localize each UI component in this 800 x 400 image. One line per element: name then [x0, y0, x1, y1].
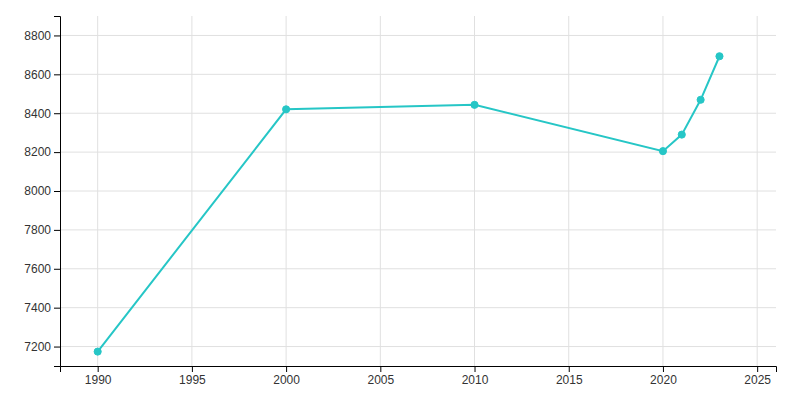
- y-tick: 7600: [24, 262, 60, 276]
- marker: [678, 131, 685, 138]
- plot: 1990 1995 2000 2005 2010 2015 2020 2025 7200 7400…: [24, 16, 776, 387]
- y-tick: 7800: [24, 223, 60, 237]
- x-tick-mark: [569, 366, 570, 372]
- y-tick-mark: [54, 347, 60, 348]
- x-tick-label: 2025: [744, 373, 771, 387]
- y-tick: 8000: [24, 184, 60, 198]
- grid-line-y: [60, 307, 776, 308]
- x-tick: 2000: [273, 366, 300, 387]
- x-tick-label: 2005: [367, 373, 394, 387]
- y-tick-mark: [54, 230, 60, 231]
- y-tick-mark: [54, 152, 60, 153]
- x-tick: 2005: [367, 366, 394, 387]
- marker: [716, 53, 723, 60]
- grid-line-y: [60, 191, 776, 192]
- y-axis: 7200 7400 7600 7800 8000 8200 8400 8600 8800: [24, 17, 60, 367]
- y-tick-label: 8600: [24, 68, 51, 82]
- y-tick-mark: [54, 74, 60, 75]
- grid-line-y: [60, 346, 776, 347]
- grid-line-y: [60, 35, 776, 36]
- grid-line-y: [60, 152, 776, 153]
- line: [98, 56, 720, 351]
- y-tick-label: 8400: [24, 107, 51, 121]
- x-tick-mark: [380, 366, 381, 372]
- grid-line-x: [568, 16, 569, 366]
- grid-line-x: [191, 16, 192, 366]
- y-tick-label: 7200: [24, 340, 51, 354]
- x-tick: 2025: [744, 366, 771, 387]
- marker: [94, 348, 101, 355]
- marker: [283, 106, 290, 113]
- x-tick-label: 1995: [179, 373, 206, 387]
- y-tick-mark: [54, 113, 60, 114]
- x-tick: 2015: [556, 366, 583, 387]
- y-axis-line: [54, 17, 61, 367]
- series: [94, 53, 723, 355]
- grid-line-x: [662, 16, 663, 366]
- y-tick-mark: [54, 35, 60, 36]
- y-tick-label: 7600: [24, 262, 51, 276]
- y-tick: 8800: [24, 29, 60, 43]
- y-tick-label: 8800: [24, 29, 51, 43]
- grid: [60, 16, 776, 366]
- y-tick: 8600: [24, 68, 60, 82]
- x-tick: 1995: [179, 366, 206, 387]
- x-tick: 2010: [462, 366, 489, 387]
- grid-line-y: [60, 113, 776, 114]
- y-tick-label: 8200: [24, 145, 51, 159]
- marker: [471, 101, 478, 108]
- x-tick-mark: [475, 366, 476, 372]
- x-tick-mark: [757, 366, 758, 372]
- x-tick-mark: [192, 366, 193, 372]
- x-tick-label: 2020: [650, 373, 677, 387]
- y-tick: 8400: [24, 107, 60, 121]
- y-tick: 7200: [24, 340, 60, 354]
- x-tick: 2020: [650, 366, 677, 387]
- marker: [697, 96, 704, 103]
- grid-line-x: [474, 16, 475, 366]
- chart: 1990 1995 2000 2005 2010 2015 2020 2025 7200 7400…: [0, 0, 800, 400]
- x-tick-label: 2010: [462, 373, 489, 387]
- x-tick-label: 1990: [85, 373, 112, 387]
- y-tick: 8200: [24, 145, 60, 159]
- y-tick-mark: [54, 191, 60, 192]
- grid-line-x: [380, 16, 381, 366]
- x-tick-label: 2000: [273, 373, 300, 387]
- y-tick-label: 8000: [24, 184, 51, 198]
- x-tick: 1990: [85, 366, 112, 387]
- x-tick-mark: [663, 366, 664, 372]
- x-axis: 1990 1995 2000 2005 2010 2015 2020 2025: [61, 366, 777, 387]
- marker: [659, 148, 666, 155]
- grid-line-y: [60, 229, 776, 230]
- x-tick-mark: [286, 366, 287, 372]
- y-tick-label: 7400: [24, 301, 51, 315]
- x-tick-label: 2015: [556, 373, 583, 387]
- x-axis-line: [61, 367, 777, 373]
- grid-line-x: [757, 16, 758, 366]
- grid-line-x: [97, 16, 98, 366]
- y-tick-mark: [54, 308, 60, 309]
- grid-line-y: [60, 74, 776, 75]
- grid-line-x: [286, 16, 287, 366]
- y-tick-mark: [54, 269, 60, 270]
- x-tick-mark: [98, 366, 99, 372]
- grid-line-y: [60, 268, 776, 269]
- y-tick: 7400: [24, 301, 60, 315]
- y-tick-label: 7800: [24, 223, 51, 237]
